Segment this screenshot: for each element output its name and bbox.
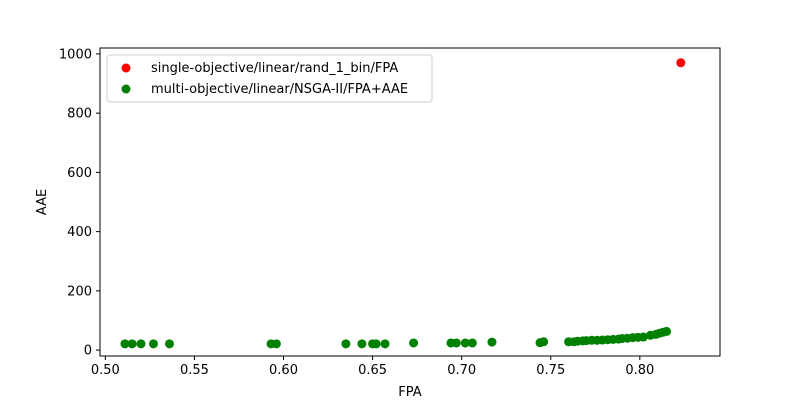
data-point-multi-objective: [460, 338, 470, 348]
data-point-multi-objective: [271, 339, 281, 349]
data-point-multi-objective: [357, 339, 367, 349]
y-tick-label: 0: [84, 344, 92, 359]
legend-label-multi-objective: multi-objective/linear/NSGA-II/FPA+AAE: [151, 82, 408, 97]
y-tick-label: 600: [67, 166, 92, 181]
data-point-multi-objective: [451, 338, 461, 348]
legend-marker-multi-objective: [121, 84, 131, 94]
data-point-multi-objective: [638, 332, 648, 342]
y-tick-label: 400: [67, 225, 92, 240]
data-point-multi-objective: [487, 337, 497, 347]
legend-label-single-objective: single-objective/linear/rand_1_bin/FPA: [151, 61, 398, 76]
x-tick-label: 0.50: [91, 363, 120, 378]
x-axis-label: FPA: [398, 385, 421, 400]
legend-marker-single-objective: [121, 63, 131, 73]
legend-box: [106, 54, 433, 103]
data-point-multi-objective: [127, 339, 137, 349]
plot-frame: [99, 47, 721, 357]
x-tick-label: 0.70: [447, 363, 476, 378]
x-tick-label: 0.75: [536, 363, 565, 378]
data-point-multi-objective: [341, 339, 351, 349]
data-point-multi-objective: [371, 339, 381, 349]
y-axis: 0 200 400 600 800 1000: [59, 47, 100, 359]
data-point-multi-objective: [136, 339, 146, 349]
data-point-multi-objective: [148, 339, 158, 349]
x-tick-label: 0.60: [269, 363, 298, 378]
x-tick-label: 0.65: [358, 363, 387, 378]
data-point-multi-objective: [164, 339, 174, 349]
data-point-single-objective: [676, 58, 686, 68]
y-axis-label: AAE: [35, 189, 50, 215]
data-point-multi-objective: [120, 339, 130, 349]
x-tick-label: 0.55: [180, 363, 209, 378]
x-tick-label: 0.80: [625, 363, 654, 378]
points-layer: [120, 58, 686, 349]
data-point-multi-objective: [539, 337, 549, 347]
y-tick-label: 800: [67, 107, 92, 122]
data-point-multi-objective: [409, 338, 419, 348]
data-point-multi-objective: [662, 326, 672, 336]
y-tick-label: 1000: [59, 47, 92, 62]
data-point-multi-objective: [467, 338, 477, 348]
legend: single-objective/linear/rand_1_bin/FPA m…: [106, 54, 433, 103]
data-point-multi-objective: [380, 339, 390, 349]
y-tick-label: 200: [67, 284, 92, 299]
x-axis: 0.50 0.55 0.60 0.65 0.70 0.75 0.80: [91, 356, 654, 378]
